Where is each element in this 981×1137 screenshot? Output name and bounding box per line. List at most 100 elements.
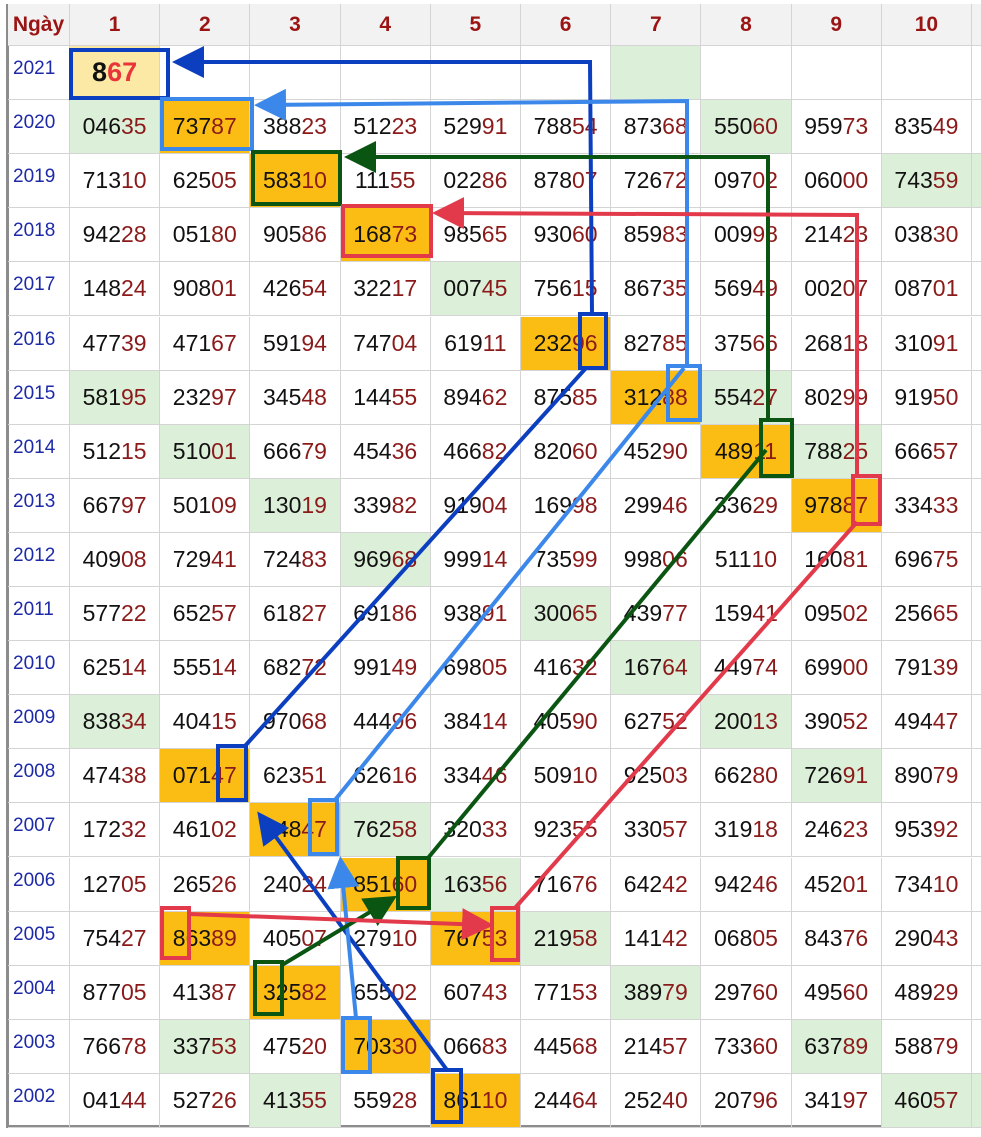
number-cell: 007 45 bbox=[430, 262, 521, 317]
number-cell: 890 79 bbox=[881, 749, 972, 804]
number-cell: 843 76 bbox=[791, 911, 882, 966]
number-cell: 713 10 bbox=[70, 154, 161, 209]
number-cell: 413 55 bbox=[250, 1073, 341, 1128]
number-cell: 041 44 bbox=[70, 1073, 161, 1128]
number-cell: 160 81 bbox=[791, 532, 882, 587]
number-cell: 051 80 bbox=[160, 208, 251, 263]
number-cell: 637 89 bbox=[791, 1019, 882, 1074]
number-cell: 334 33 bbox=[881, 478, 972, 533]
number-cell: 619 11 bbox=[430, 316, 521, 371]
year-cell: 2007 bbox=[8, 803, 70, 858]
number-cell: 405 90 bbox=[521, 695, 612, 750]
number-cell: 666 79 bbox=[250, 424, 341, 479]
number-cell: 336 29 bbox=[701, 478, 792, 533]
year-cell: 2014 bbox=[8, 424, 70, 479]
number-cell: 969 68 bbox=[340, 532, 431, 587]
number-cell: 495 60 bbox=[791, 965, 882, 1020]
number-cell: 511 10 bbox=[701, 532, 792, 587]
box bbox=[216, 744, 248, 802]
number-cell: 618 27 bbox=[250, 587, 341, 642]
number-cell: 623 51 bbox=[250, 749, 341, 804]
number-cell: 009 98 bbox=[701, 208, 792, 263]
year-cell: 2019 bbox=[8, 154, 70, 209]
number-cell bbox=[972, 154, 981, 209]
number-cell: 625 05 bbox=[160, 154, 251, 209]
header-cell: 2 bbox=[160, 4, 251, 46]
box bbox=[851, 474, 882, 526]
number-cell: 726 72 bbox=[611, 154, 702, 209]
box bbox=[69, 48, 170, 100]
number-cell: 512 15 bbox=[70, 424, 161, 479]
number-cell: 232 97 bbox=[160, 370, 251, 425]
number-cell: 554 27 bbox=[701, 370, 792, 425]
number-cell: 529 91 bbox=[430, 100, 521, 155]
number-cell bbox=[972, 317, 981, 371]
number-cell: 991 49 bbox=[340, 641, 431, 696]
year-cell: 2002 bbox=[8, 1073, 70, 1128]
number-cell bbox=[972, 479, 981, 533]
number-cell: 696 75 bbox=[881, 532, 972, 587]
number-cell: 835 49 bbox=[881, 100, 972, 155]
number-cell bbox=[972, 966, 981, 1020]
number-cell: 130 19 bbox=[250, 478, 341, 533]
number-cell: 559 28 bbox=[340, 1073, 431, 1128]
number-cell: 454 36 bbox=[340, 424, 431, 479]
arrow bbox=[257, 811, 449, 1072]
number-cell bbox=[972, 1020, 981, 1074]
year-cell: 2016 bbox=[8, 316, 70, 371]
number-cell: 510 01 bbox=[160, 424, 251, 479]
number-cell bbox=[972, 1073, 981, 1128]
arrow bbox=[172, 46, 594, 315]
number-cell: 265 26 bbox=[160, 857, 251, 912]
year-cell: 2017 bbox=[8, 262, 70, 317]
number-cell: 827 85 bbox=[611, 316, 702, 371]
number-cell: 214 57 bbox=[611, 1019, 702, 1074]
number-cell: 877 05 bbox=[70, 965, 161, 1020]
number-cell bbox=[972, 371, 981, 425]
number-cell: 279 10 bbox=[340, 911, 431, 966]
header-cell: 10 bbox=[881, 4, 972, 46]
number-cell: 290 43 bbox=[881, 911, 972, 966]
box bbox=[341, 204, 433, 258]
number-cell: 942 28 bbox=[70, 208, 161, 263]
number-cell: 642 42 bbox=[611, 857, 702, 912]
number-cell: 838 34 bbox=[70, 695, 161, 750]
number-cell: 999 14 bbox=[430, 532, 521, 587]
box bbox=[490, 906, 520, 962]
number-cell: 925 03 bbox=[611, 749, 702, 804]
number-cell: 445 68 bbox=[521, 1019, 612, 1074]
box bbox=[396, 856, 431, 910]
year-cell: 2009 bbox=[8, 695, 70, 750]
number-cell: 581 95 bbox=[70, 370, 161, 425]
arrow bbox=[426, 448, 768, 860]
number-cell: 246 23 bbox=[791, 803, 882, 858]
number-cell bbox=[972, 533, 981, 587]
number-cell: 8 67 bbox=[70, 46, 161, 101]
number-cell: 550 60 bbox=[701, 100, 792, 155]
number-cell: 475 20 bbox=[250, 1019, 341, 1074]
number-cell: 733 60 bbox=[701, 1019, 792, 1074]
number-cell bbox=[430, 46, 521, 101]
number-cell bbox=[972, 425, 981, 479]
number-cell bbox=[972, 803, 981, 858]
number-cell: 998 06 bbox=[611, 532, 702, 587]
number-cell: 555 14 bbox=[160, 641, 251, 696]
number-cell: 066 83 bbox=[430, 1019, 521, 1074]
number-cell: 512 23 bbox=[340, 100, 431, 155]
number-cell: 300 65 bbox=[521, 587, 612, 642]
number-cell: 509 10 bbox=[521, 749, 612, 804]
box bbox=[578, 312, 608, 370]
number-cell bbox=[972, 587, 981, 642]
number-cell: 071 47 bbox=[160, 749, 251, 804]
number-cell: 747 04 bbox=[340, 316, 431, 371]
number-cell bbox=[250, 46, 341, 101]
number-cell: 163 56 bbox=[430, 857, 521, 912]
number-cell: 501 09 bbox=[160, 478, 251, 533]
box bbox=[341, 1016, 372, 1074]
number-cell: 682 72 bbox=[250, 641, 341, 696]
year-cell: 2008 bbox=[8, 749, 70, 804]
number-cell: 607 43 bbox=[430, 965, 521, 1020]
number-cell: 791 39 bbox=[881, 641, 972, 696]
number-cell: 297 60 bbox=[701, 965, 792, 1020]
